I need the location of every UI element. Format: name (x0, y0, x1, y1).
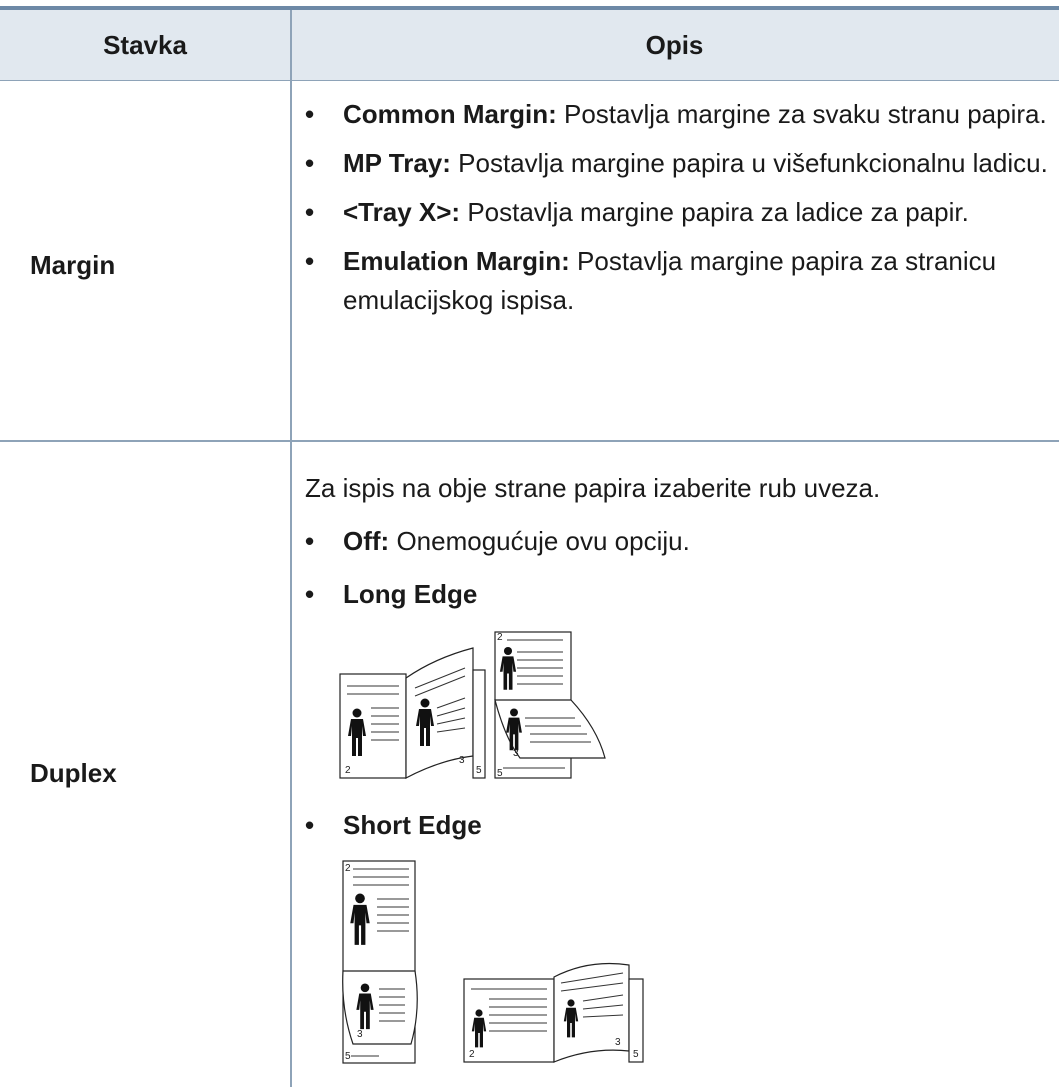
header-cell: Stavka (103, 30, 187, 60)
description: Postavlja margine papira za stranicu emu… (343, 246, 997, 315)
long-edge-figure: 2 3 5 2 3 5 (339, 631, 606, 779)
bullet-item: Long Edge (305, 575, 1055, 614)
bullet-item: MP Tray: Postavlja margine papira u više… (305, 144, 1055, 183)
short-edge-figure: 2 3 5 2 3 5 (342, 860, 644, 1064)
bullet-item: Common Margin: Postavlja margine za svak… (305, 95, 1055, 134)
page-number: 5 (345, 1051, 351, 1062)
term: MP Tray: (343, 148, 451, 178)
page (494, 699, 606, 759)
page-number: 3 (615, 1037, 621, 1048)
text-lines (471, 972, 624, 1032)
item-cell: Duplex (30, 758, 117, 788)
description-cell: Za ispis na obje strane papira izaberite… (305, 469, 1055, 1069)
column-divider (290, 10, 292, 1087)
intro: Za ispis na obje strane papira izaberite… (305, 473, 881, 503)
row-divider (0, 440, 1059, 442)
page (342, 970, 418, 1045)
bullet-item: Emulation Margin: Postavlja margine papi… (305, 242, 1055, 320)
description-cell: Common Margin: Postavlja margine za svak… (305, 95, 1055, 330)
bullet-item: <Tray X>: Postavlja margine papira za la… (305, 193, 1055, 232)
term: Common Margin: (343, 99, 557, 129)
table-row: Margin Common Margin: Postavlja margine … (0, 80, 1059, 440)
page-number: 2 (469, 1049, 475, 1060)
term: Emulation Margin: (343, 246, 570, 276)
text-lines (351, 868, 409, 1057)
top-rule (0, 6, 1059, 10)
header-cell: Opis (645, 30, 704, 60)
term: <Tray X>: (343, 197, 461, 227)
description: Postavlja margine papira za ladice za pa… (467, 197, 969, 227)
term: Off: (343, 526, 390, 556)
page-number: 2 (497, 632, 503, 643)
table-row: Duplex Za ispis na obje strane papira iz… (0, 441, 1059, 1087)
description: Postavlja margine papira u višefunkciona… (458, 148, 1048, 178)
page-number: 2 (345, 765, 351, 776)
page-number: 3 (357, 1029, 363, 1040)
term: Long Edge (343, 579, 478, 609)
bullet-item: Off: Onemogućuje ovu opciju. (305, 522, 1055, 561)
page (472, 669, 486, 779)
page-number: 2 (345, 863, 351, 874)
page-number: 5 (497, 768, 503, 779)
item-cell: Margin (30, 250, 116, 280)
page-number: 3 (513, 748, 519, 759)
page-number: 5 (633, 1049, 639, 1060)
page (628, 978, 644, 1063)
description: Onemogućuje ovu opciju. (396, 526, 690, 556)
page-number: 3 (459, 755, 465, 766)
page-number: 5 (476, 765, 482, 776)
text-lines (347, 667, 466, 741)
bullet-item: Short Edge (305, 806, 1055, 845)
page (339, 673, 407, 779)
term: Short Edge (343, 810, 482, 840)
table-header: Stavka Opis (0, 10, 1059, 81)
description: Postavlja margine za svaku stranu papira… (564, 99, 1047, 129)
text-lines (503, 639, 591, 769)
